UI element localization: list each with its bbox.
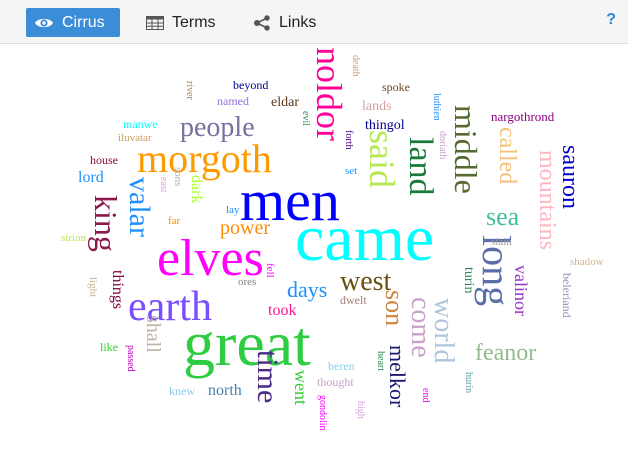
toolbar: Cirrus Terms Links ?: [0, 0, 628, 44]
cloud-word[interactable]: nargothrond: [491, 109, 555, 124]
share-icon: [253, 14, 271, 31]
cloud-word[interactable]: morgoth: [137, 136, 272, 181]
cloud-word[interactable]: spoke: [382, 80, 410, 94]
cloud-word[interactable]: west: [340, 266, 392, 297]
cloud-word[interactable]: hurin: [463, 372, 474, 393]
cloud-word[interactable]: set: [345, 165, 357, 177]
cloud-word[interactable]: north: [208, 382, 242, 399]
cloud-word[interactable]: long: [474, 235, 519, 306]
cloud-word[interactable]: people: [180, 112, 255, 143]
cloud-word[interactable]: river: [184, 81, 195, 101]
cloud-word[interactable]: said: [362, 130, 402, 188]
cloud-word[interactable]: death: [350, 55, 361, 77]
cloud-word[interactable]: fell: [264, 263, 276, 278]
cloud-word[interactable]: come: [405, 297, 436, 358]
cloud-word[interactable]: shall: [142, 315, 164, 353]
cloud-word[interactable]: thought: [317, 375, 354, 389]
cloud-word[interactable]: sauron: [557, 145, 583, 209]
cloud-word[interactable]: beleriand: [560, 273, 574, 318]
cloud-word[interactable]: named: [217, 94, 249, 108]
cloud-word[interactable]: slain: [491, 236, 512, 248]
cloud-word[interactable]: beyond: [233, 78, 268, 92]
cloud-word[interactable]: earth: [128, 284, 212, 330]
cloud-word[interactable]: thingol: [365, 118, 405, 133]
cloud-word[interactable]: far: [168, 215, 181, 227]
cloud-word[interactable]: like: [100, 340, 118, 354]
cloud-word[interactable]: men: [240, 168, 340, 233]
cloud-word[interactable]: high: [355, 401, 366, 419]
cloud-word[interactable]: manwe: [123, 117, 158, 131]
cloud-word[interactable]: end: [420, 388, 431, 402]
cloud-word[interactable]: forth: [343, 130, 354, 149]
cloud-word[interactable]: luthien: [431, 93, 442, 121]
cloud-word[interactable]: dwelt: [340, 293, 367, 307]
cloud-word[interactable]: elves: [157, 230, 264, 287]
cloud-word[interactable]: took: [268, 302, 296, 319]
cloud-word[interactable]: mountains: [534, 150, 560, 250]
tab-cirrus[interactable]: Cirrus: [26, 8, 120, 37]
cloud-word[interactable]: called: [494, 127, 520, 184]
cloud-word[interactable]: evil: [300, 111, 311, 126]
cloud-word[interactable]: dark: [188, 175, 205, 203]
cloud-word[interactable]: passed: [125, 345, 136, 372]
cloud-word[interactable]: gondolin: [317, 395, 328, 431]
cloud-word[interactable]: beren: [328, 359, 355, 373]
cloud-word[interactable]: shadow: [570, 256, 604, 268]
tab-terms[interactable]: Terms: [138, 8, 230, 37]
cloud-word[interactable]: eldar: [271, 95, 299, 110]
cloud-word[interactable]: came: [295, 202, 434, 275]
cloud-word[interactable]: light: [87, 277, 99, 297]
cloud-word[interactable]: power: [220, 217, 270, 239]
cloud-word[interactable]: sirion: [61, 232, 87, 244]
cloud-word[interactable]: heart: [375, 351, 386, 371]
tab-label: Links: [279, 13, 317, 31]
table-icon: [146, 15, 164, 30]
cloud-word[interactable]: lay: [226, 204, 240, 216]
word-cloud: came men great elves morgoth earth noldor said l…: [0, 45, 628, 466]
cloud-word[interactable]: great: [183, 308, 311, 379]
cloud-word[interactable]: went: [291, 370, 311, 405]
cloud-word[interactable]: valinor: [511, 265, 531, 316]
tab-label: Cirrus: [62, 13, 105, 31]
cloud-word[interactable]: iluvatar: [118, 132, 152, 144]
tab-links[interactable]: Links: [245, 8, 330, 37]
tab-label: Terms: [172, 13, 216, 31]
cloud-word[interactable]: world: [428, 298, 459, 363]
cloud-word[interactable]: lord: [78, 169, 104, 186]
cloud-word[interactable]: ores: [238, 276, 256, 288]
cloud-word[interactable]: king: [88, 195, 124, 252]
cloud-word[interactable]: lands: [362, 99, 392, 114]
cloud-word[interactable]: land: [402, 137, 439, 196]
cloud-word[interactable]: doriath: [437, 131, 448, 159]
cloud-word[interactable]: turin: [461, 267, 476, 293]
cloud-word[interactable]: sea: [486, 202, 520, 231]
cloud-word[interactable]: valar: [123, 177, 156, 237]
cloud-word[interactable]: house: [90, 153, 118, 167]
cloud-word[interactable]: things: [109, 270, 126, 309]
cloud-word[interactable]: days: [287, 277, 327, 302]
help-button[interactable]: ?: [606, 11, 616, 28]
eye-icon: [34, 16, 54, 30]
cloud-word[interactable]: feanor: [475, 340, 536, 366]
cloud-word[interactable]: middle: [448, 105, 484, 194]
cloud-word[interactable]: son: [380, 290, 409, 326]
cloud-word[interactable]: east: [158, 177, 169, 193]
cloud-word[interactable]: sons: [172, 167, 184, 187]
cloud-word[interactable]: noldor: [309, 47, 349, 141]
cloud-word[interactable]: time: [251, 350, 284, 403]
cloud-word[interactable]: knew: [169, 384, 195, 398]
cloud-word[interactable]: melkor: [385, 345, 410, 408]
